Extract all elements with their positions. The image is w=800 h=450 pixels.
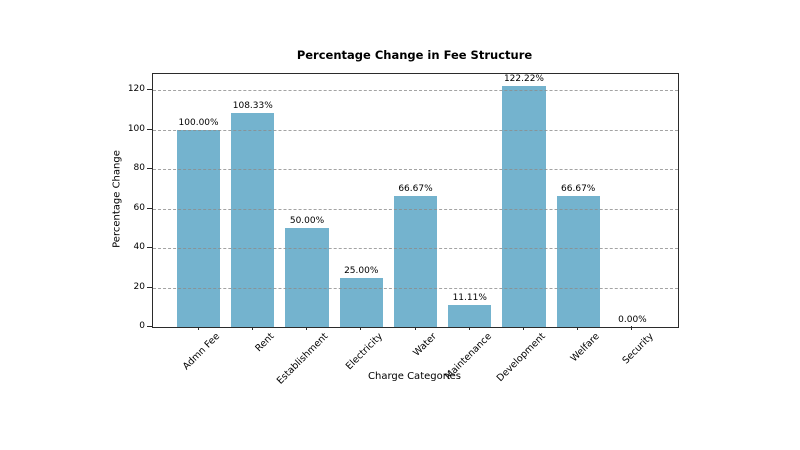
- y-axis-tick: [147, 286, 152, 288]
- x-tick-label: Security: [620, 331, 657, 367]
- gridline-y-40: [153, 248, 678, 250]
- gridline-y-100: [153, 129, 678, 131]
- bar-rent: [231, 113, 275, 327]
- x-tick-label: Electricity: [343, 331, 386, 373]
- gridline-y-60: [153, 208, 678, 210]
- y-axis-tick: [147, 207, 152, 209]
- x-axis-title: Charge Categories: [368, 371, 461, 382]
- bar-value-label: 66.67%: [561, 183, 596, 194]
- bar-value-label: 108.33%: [232, 101, 273, 112]
- bar-maintenance: [448, 305, 492, 327]
- y-tick-label: 100: [127, 123, 145, 134]
- gridline-y-20: [153, 287, 678, 289]
- y-tick-label: 60: [133, 202, 145, 213]
- gridline-y-80: [153, 169, 678, 171]
- y-tick-label: 120: [127, 84, 145, 95]
- x-tick-label: Water: [411, 331, 440, 359]
- bar-welfare: [556, 195, 600, 327]
- bar-water: [393, 195, 438, 327]
- x-axis-tick: [360, 326, 362, 330]
- bar-development: [502, 86, 546, 327]
- y-axis-tick: [147, 89, 152, 91]
- y-axis-tick: [147, 247, 152, 249]
- bar-value-label: 66.67%: [398, 183, 433, 194]
- x-tick-label: Welfare: [568, 331, 602, 365]
- bar-value-label: 122.22%: [503, 74, 544, 85]
- y-tick-label: 40: [133, 242, 145, 253]
- x-axis-tick: [306, 326, 308, 330]
- x-axis-tick: [414, 326, 416, 330]
- y-tick-label: 0: [139, 321, 145, 331]
- chart-title: Percentage Change in Fee Structure: [296, 48, 533, 62]
- x-tick-label: Rent: [253, 331, 277, 355]
- bar-value-label: 50.00%: [289, 216, 325, 227]
- bar-value-label: 11.11%: [452, 293, 487, 304]
- bar-electricity: [339, 277, 383, 327]
- gridline-y-120: [153, 90, 678, 92]
- bar-value-label: 100.00%: [178, 117, 219, 128]
- bar-admn-fee: [176, 129, 221, 327]
- y-axis-tick: [147, 326, 152, 327]
- bar-value-label: 0.00%: [618, 315, 647, 325]
- y-axis-tick: [147, 128, 152, 130]
- x-axis-tick: [577, 326, 579, 330]
- y-tick-label: 20: [133, 281, 145, 292]
- plot-area: 100.00% 108.33% 50.00% 25.00% 66.67% 11.11% 12…: [152, 73, 679, 328]
- x-tick-label: Admn Fee: [181, 331, 223, 373]
- y-axis-tick: [147, 168, 152, 170]
- x-axis-tick: [468, 326, 470, 330]
- x-axis-tick: [251, 326, 253, 330]
- bar-value-label: 25.00%: [344, 265, 379, 276]
- x-axis-tick: [197, 326, 199, 330]
- x-axis-tick: [631, 326, 633, 330]
- x-axis-tick: [522, 326, 524, 330]
- y-tick-label: 80: [133, 163, 145, 174]
- bar-establishment: [285, 228, 329, 327]
